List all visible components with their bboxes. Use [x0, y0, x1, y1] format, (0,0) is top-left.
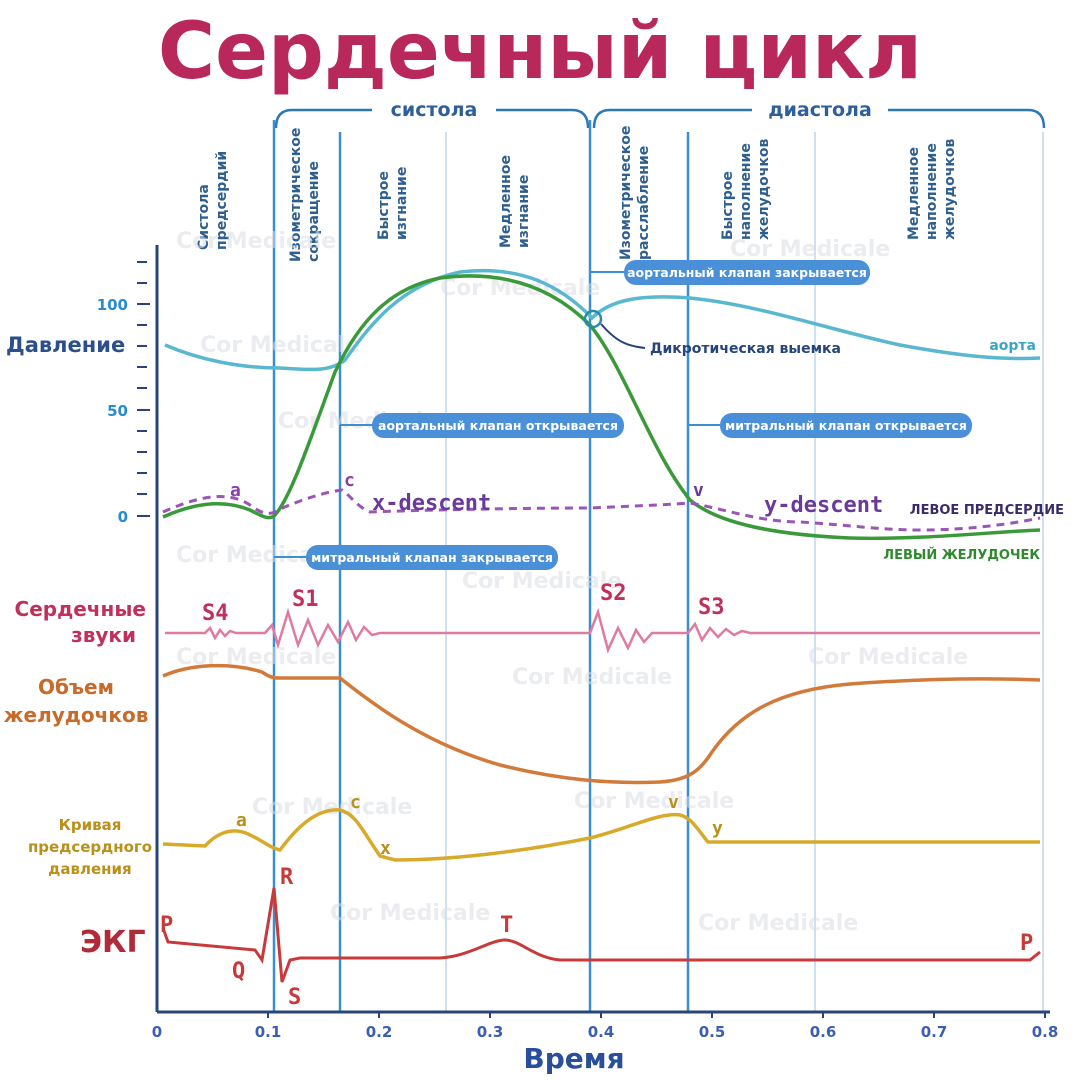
- ecg-trace: [161, 887, 1041, 983]
- aorta-curve: [164, 268, 1041, 372]
- y-tick-0: 0: [118, 508, 128, 526]
- y-tick-50: 50: [107, 402, 128, 420]
- event-mitral-opens: митральный клапан открывается: [688, 413, 972, 438]
- svg-text:Cor Medicale: Cor Medicale: [330, 901, 490, 926]
- svg-text:Кривая: Кривая: [59, 816, 122, 834]
- ecg-q-label: Q: [232, 959, 245, 984]
- s1-label: S1: [292, 587, 319, 612]
- volume-curve: [162, 663, 1041, 785]
- atrial-c-label: c: [350, 792, 361, 813]
- heart-sounds-label: Сердечные звуки: [15, 597, 146, 647]
- ecg-label: ЭКГ: [80, 925, 146, 960]
- svg-text:Cor Medicale: Cor Medicale: [252, 795, 412, 820]
- volume-label: Объем желудочков: [4, 675, 149, 727]
- ecg-t-label: T: [500, 913, 513, 938]
- y-descent-label: y-descent: [764, 493, 883, 518]
- s3-label: S3: [698, 595, 725, 620]
- ecg-s-label: S: [288, 985, 301, 1010]
- x-descent-label: x-descent: [372, 491, 491, 516]
- a-wave-label: a: [230, 480, 241, 501]
- watermarks: Cor Medicale Cor Medicale Cor Medicale C…: [176, 229, 968, 936]
- phase-iso-contraction: Изометрическое сокращение: [288, 128, 322, 262]
- diastole-bracket: диастола: [592, 99, 1046, 129]
- phase-rapid-filling: Быстрое наполнение желудочков: [720, 139, 772, 240]
- phase-names: Систола предсердий Изометрическое сокращен…: [196, 126, 958, 262]
- x-axis-label: Время: [523, 1042, 624, 1075]
- page-title: Сердечный цикл: [158, 7, 922, 97]
- heart-sounds-trace: [165, 607, 1040, 654]
- systole-bracket: систола: [274, 99, 590, 129]
- svg-text:Cor Medicale: Cor Medicale: [730, 237, 890, 262]
- left-atrium-curve: [162, 488, 1041, 532]
- phase-slow-ejection: Медленное изгнание: [498, 155, 532, 248]
- svg-text:Cor Medicale: Cor Medicale: [200, 333, 360, 358]
- diastole-label: диастола: [768, 99, 872, 121]
- svg-text:Cor Medicale: Cor Medicale: [574, 789, 734, 814]
- svg-text:Cor Medicale: Cor Medicale: [440, 276, 600, 301]
- dicrotic-notch-marker: Дикротическая выемка: [583, 309, 841, 357]
- pressure-label: Давление: [6, 333, 125, 357]
- svg-text:0.3: 0.3: [477, 1023, 504, 1041]
- svg-text:Объем: Объем: [38, 675, 114, 699]
- ecg-r-label: R: [280, 865, 294, 890]
- svg-text:желудочков: желудочков: [4, 703, 149, 727]
- svg-text:0.8: 0.8: [1032, 1023, 1059, 1041]
- atrial-a-label: a: [236, 810, 247, 831]
- svg-text:Cor Medicale: Cor Medicale: [462, 569, 622, 594]
- svg-text:Cor Medicale: Cor Medicale: [698, 911, 858, 936]
- c-wave-label: c: [344, 470, 355, 491]
- svg-text:аортальный клапан открывается: аортальный клапан открывается: [378, 418, 618, 433]
- svg-text:0.1: 0.1: [255, 1023, 282, 1041]
- atrial-y-label: y: [712, 818, 723, 839]
- left-ventricle-label: ЛЕВЫЙ ЖЕЛУДОЧЕК: [883, 547, 1040, 563]
- phase-atrial-systole: Систола предсердий: [196, 151, 230, 250]
- s2-label: S2: [600, 581, 627, 606]
- svg-text:предсердного: предсердного: [28, 838, 152, 856]
- svg-text:0.6: 0.6: [810, 1023, 837, 1041]
- svg-text:Cor Medicale: Cor Medicale: [808, 645, 968, 670]
- svg-text:аортальный клапан закрывается: аортальный клапан закрывается: [627, 265, 867, 280]
- svg-text:Сердечные: Сердечные: [15, 597, 146, 621]
- aorta-label: аорта: [989, 338, 1036, 354]
- systole-label: систола: [391, 99, 478, 121]
- s4-label: S4: [202, 601, 229, 626]
- phase-iso-relaxation: Изометрическое расслабление: [618, 126, 652, 260]
- event-aortic-closes: аортальный клапан закрывается: [590, 260, 870, 285]
- ecg-p1-label: P: [160, 913, 173, 938]
- svg-text:0.2: 0.2: [366, 1023, 393, 1041]
- atrial-x-label: x: [380, 838, 391, 859]
- y-tick-100: 100: [97, 296, 128, 314]
- atrial-pressure-curve: [162, 808, 1040, 862]
- event-aortic-opens: аортальный клапан открывается: [340, 413, 624, 438]
- atrial-v-label: v: [668, 792, 679, 813]
- svg-text:0.5: 0.5: [699, 1023, 726, 1041]
- v-wave-label: v: [693, 480, 704, 501]
- svg-text:митральный клапан закрывается: митральный клапан закрывается: [311, 550, 553, 565]
- atrial-curve-label: Кривая предсердного давления: [28, 816, 152, 878]
- x-axis-ticks: 0 0.1 0.2 0.3 0.4 0.5 0.6 0.7 0.8: [152, 1023, 1059, 1041]
- svg-text:0.4: 0.4: [588, 1023, 615, 1041]
- left-ventricle-curve: [162, 274, 1041, 541]
- svg-text:Cor Medicale: Cor Medicale: [512, 665, 672, 690]
- svg-text:митральный клапан открывается: митральный клапан открывается: [725, 418, 967, 433]
- svg-text:давления: давления: [48, 860, 131, 878]
- event-mitral-closes: митральный клапан закрывается: [274, 545, 558, 570]
- axes: [137, 245, 1050, 1018]
- left-atrium-label: ЛЕВОЕ ПРЕДСЕРДИЕ: [910, 503, 1064, 518]
- ecg-p2-label: P: [1020, 931, 1033, 956]
- svg-text:Cor Medicale: Cor Medicale: [176, 229, 336, 254]
- svg-text:0.7: 0.7: [921, 1023, 948, 1041]
- svg-text:0: 0: [152, 1023, 162, 1041]
- svg-text:звуки: звуки: [71, 623, 136, 647]
- phase-slow-filling: Медленное наполнение желудочков: [906, 139, 958, 240]
- phase-rapid-ejection: Быстрое изгнание: [376, 167, 410, 240]
- dicrotic-notch-label: Дикротическая выемка: [650, 341, 841, 357]
